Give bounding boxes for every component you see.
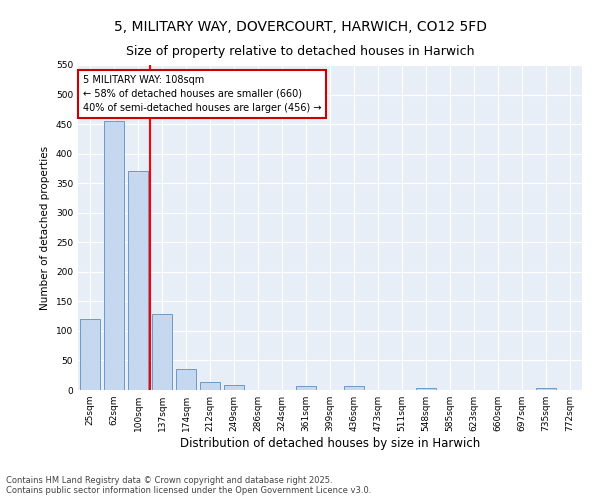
- Text: Contains HM Land Registry data © Crown copyright and database right 2025.
Contai: Contains HM Land Registry data © Crown c…: [6, 476, 371, 495]
- Bar: [80, 319, 100, 390]
- Y-axis label: Number of detached properties: Number of detached properties: [40, 146, 50, 310]
- Text: 5, MILITARY WAY, DOVERCOURT, HARWICH, CO12 5FD: 5, MILITARY WAY, DOVERCOURT, HARWICH, CO…: [113, 20, 487, 34]
- Bar: [200, 382, 220, 390]
- Text: Size of property relative to detached houses in Harwich: Size of property relative to detached ho…: [126, 45, 474, 58]
- Bar: [344, 386, 364, 390]
- X-axis label: Distribution of detached houses by size in Harwich: Distribution of detached houses by size …: [180, 437, 480, 450]
- Bar: [536, 388, 556, 390]
- Bar: [296, 386, 316, 390]
- Bar: [224, 386, 244, 390]
- Bar: [416, 388, 436, 390]
- Bar: [152, 314, 172, 390]
- Bar: [176, 370, 196, 390]
- Bar: [128, 172, 148, 390]
- Text: 5 MILITARY WAY: 108sqm
← 58% of detached houses are smaller (660)
40% of semi-de: 5 MILITARY WAY: 108sqm ← 58% of detached…: [83, 74, 322, 113]
- Bar: [104, 121, 124, 390]
